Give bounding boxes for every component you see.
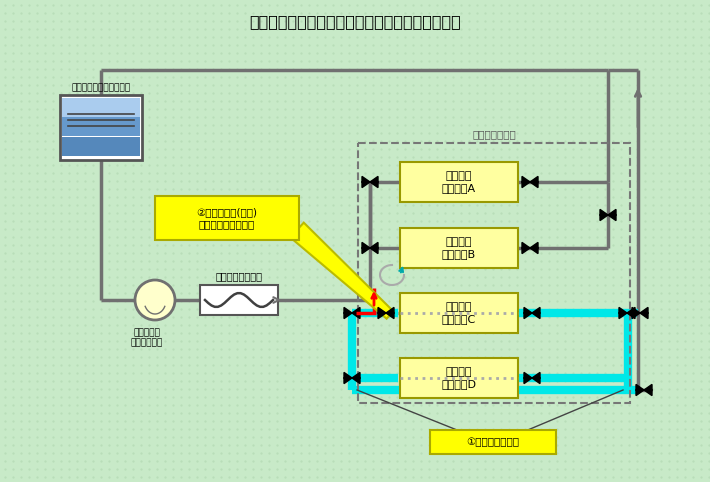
- Polygon shape: [632, 308, 640, 319]
- Polygon shape: [370, 176, 378, 187]
- Polygon shape: [344, 308, 352, 319]
- Polygon shape: [344, 373, 352, 384]
- Polygon shape: [619, 308, 627, 319]
- Polygon shape: [370, 242, 378, 254]
- Polygon shape: [532, 373, 540, 384]
- Text: 格納容器
空調装置B: 格納容器 空調装置B: [442, 237, 476, 259]
- Polygon shape: [378, 308, 386, 319]
- Text: 原子炉補機冷却器: 原子炉補機冷却器: [216, 271, 263, 281]
- FancyBboxPatch shape: [400, 228, 518, 268]
- FancyBboxPatch shape: [200, 285, 278, 315]
- Text: ①隔離範囲を拡大: ①隔離範囲を拡大: [466, 437, 520, 447]
- FancyBboxPatch shape: [430, 430, 556, 454]
- Text: ②隔離の変更(拡大)
により純水が流れる: ②隔離の変更(拡大) により純水が流れる: [197, 207, 258, 229]
- Polygon shape: [290, 223, 393, 319]
- FancyBboxPatch shape: [400, 293, 518, 333]
- Polygon shape: [532, 308, 540, 319]
- Polygon shape: [352, 308, 360, 319]
- Polygon shape: [627, 308, 635, 319]
- Polygon shape: [524, 373, 532, 384]
- Polygon shape: [386, 308, 394, 319]
- FancyBboxPatch shape: [62, 117, 140, 136]
- Text: 伊方発電所１号機　原子炉補機冷却水系統概略図: 伊方発電所１号機 原子炉補機冷却水系統概略図: [249, 14, 461, 29]
- FancyBboxPatch shape: [400, 162, 518, 202]
- Polygon shape: [636, 385, 644, 396]
- Polygon shape: [530, 242, 538, 254]
- Polygon shape: [644, 385, 652, 396]
- FancyBboxPatch shape: [62, 98, 140, 117]
- Circle shape: [135, 280, 175, 320]
- Polygon shape: [522, 176, 530, 187]
- Polygon shape: [352, 373, 360, 384]
- Polygon shape: [146, 307, 165, 314]
- Text: 原子炉格納容器: 原子炉格納容器: [472, 129, 516, 139]
- Text: 補機冷却水サージタンク: 補機冷却水サージタンク: [72, 83, 131, 92]
- Polygon shape: [362, 176, 370, 187]
- Polygon shape: [640, 308, 648, 319]
- Polygon shape: [608, 209, 616, 221]
- Text: 原子炉補機
冷却水ポンプ: 原子炉補機 冷却水ポンプ: [131, 328, 163, 348]
- FancyBboxPatch shape: [155, 196, 299, 240]
- Text: 格納容器
空調装置C: 格納容器 空調装置C: [442, 302, 476, 324]
- Polygon shape: [600, 209, 608, 221]
- FancyBboxPatch shape: [60, 95, 142, 160]
- FancyBboxPatch shape: [62, 137, 140, 156]
- Text: 格納容器
空調装置D: 格納容器 空調装置D: [442, 367, 476, 389]
- Text: 格納容器
空調装置A: 格納容器 空調装置A: [442, 171, 476, 193]
- Polygon shape: [524, 308, 532, 319]
- Polygon shape: [362, 242, 370, 254]
- Polygon shape: [530, 176, 538, 187]
- FancyBboxPatch shape: [400, 358, 518, 398]
- Polygon shape: [522, 242, 530, 254]
